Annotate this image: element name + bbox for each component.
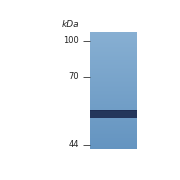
Text: kDa: kDa [62, 20, 79, 29]
Text: 44: 44 [69, 140, 79, 149]
Text: 70: 70 [69, 72, 79, 81]
Text: 100: 100 [64, 36, 79, 45]
